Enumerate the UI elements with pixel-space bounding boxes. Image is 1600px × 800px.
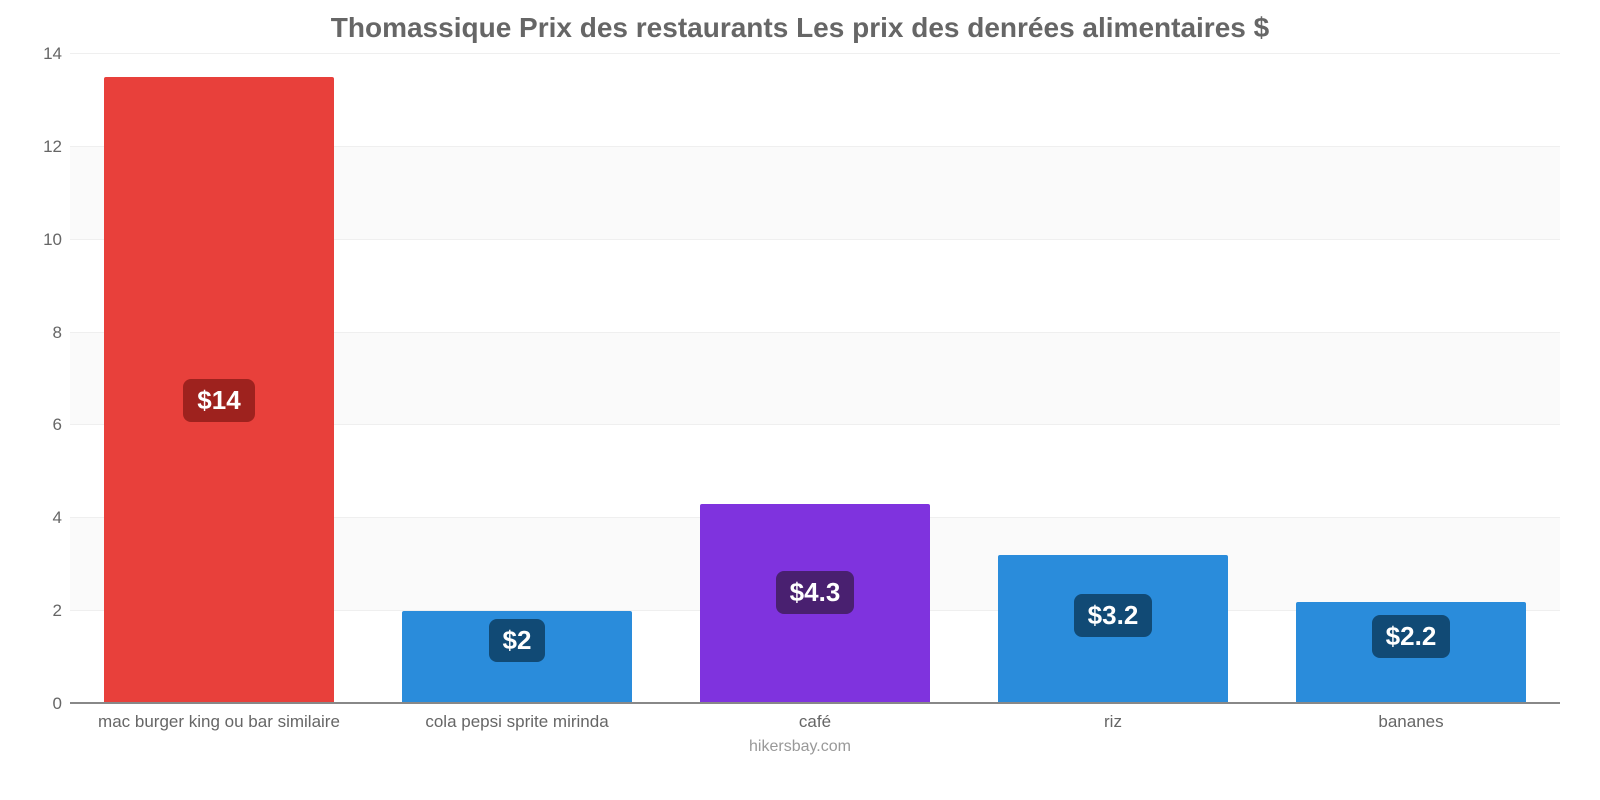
y-tick-label: 4 (22, 508, 62, 528)
y-tick-label: 2 (22, 601, 62, 621)
bar-slot: $3.2 (964, 54, 1262, 704)
x-category-label: café (666, 712, 964, 732)
y-tick-label: 14 (22, 44, 62, 64)
plot-area: 02468101214 $14$2$4.3$3.2$2.2 (70, 54, 1560, 704)
bar-value-label: $2.2 (1372, 615, 1451, 658)
y-tick-label: 8 (22, 323, 62, 343)
bar-slot: $2.2 (1262, 54, 1560, 704)
x-category-label: bananes (1262, 712, 1560, 732)
price-bar-chart: Thomassique Prix des restaurants Les pri… (0, 0, 1600, 800)
bar: $2.2 (1296, 602, 1526, 704)
chart-title: Thomassique Prix des restaurants Les pri… (20, 12, 1580, 44)
bar: $3.2 (998, 555, 1228, 704)
bar-slot: $14 (70, 54, 368, 704)
x-category-label: cola pepsi sprite mirinda (368, 712, 666, 732)
x-axis-labels: mac burger king ou bar similairecola pep… (70, 712, 1560, 732)
y-tick-label: 6 (22, 415, 62, 435)
y-tick-label: 12 (22, 137, 62, 157)
bar-slot: $4.3 (666, 54, 964, 704)
bar: $14 (104, 77, 334, 704)
chart-footer: hikersbay.com (20, 738, 1580, 756)
bar-value-label: $4.3 (776, 571, 855, 614)
bar: $2 (402, 611, 632, 704)
x-category-label: mac burger king ou bar similaire (70, 712, 368, 732)
bar-slot: $2 (368, 54, 666, 704)
bar: $4.3 (700, 504, 930, 704)
x-category-label: riz (964, 712, 1262, 732)
bars-container: $14 $2 $4.3 $3.2 $2.2 (70, 54, 1560, 704)
bar-value-label: $3.2 (1074, 594, 1153, 637)
y-tick-label: 0 (22, 694, 62, 714)
y-tick-label: 10 (22, 230, 62, 250)
bar-value-label: $2 (489, 619, 546, 662)
x-axis-line (70, 702, 1560, 704)
bar-value-label: $14 (183, 379, 254, 422)
